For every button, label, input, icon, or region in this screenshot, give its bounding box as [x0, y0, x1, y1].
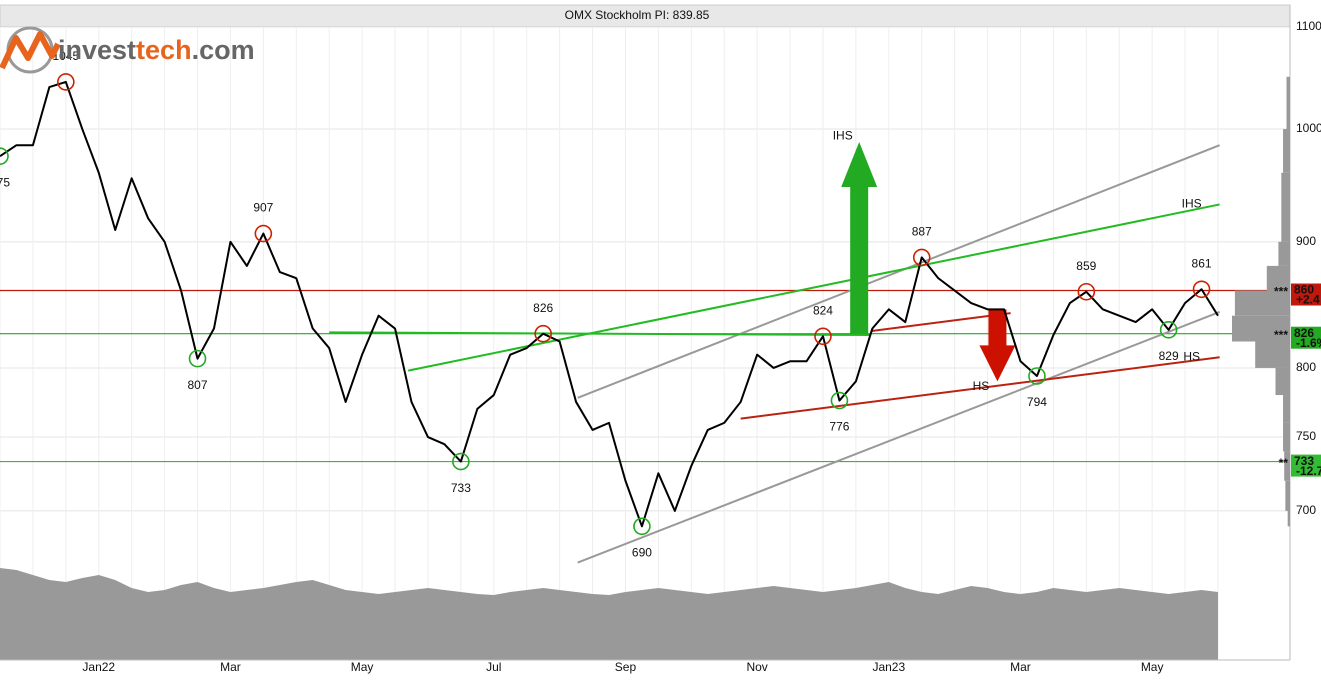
trendline — [407, 203, 1220, 372]
pattern-label: HS — [973, 379, 990, 393]
profile-bar — [1283, 422, 1290, 452]
logo-part: .com — [192, 35, 255, 65]
pattern-label: IHS — [833, 129, 853, 143]
level-change: +2.4 — [1296, 293, 1320, 307]
pivot-label: 1045 — [52, 49, 79, 63]
level-value: 733 — [1294, 454, 1314, 468]
level-stars: *** — [1274, 285, 1288, 299]
pivot-circle — [0, 147, 9, 165]
pivot-label: 861 — [1192, 256, 1212, 270]
profile-bar — [1255, 341, 1290, 368]
pivot-circle — [534, 324, 552, 343]
trendline — [870, 312, 1011, 333]
profile-bar — [1283, 395, 1290, 423]
profile-bar — [1283, 129, 1290, 173]
y-tick-label: 800 — [1296, 360, 1316, 374]
trendline — [329, 331, 871, 336]
profile-bar — [1285, 480, 1290, 511]
pivot-label: 824 — [813, 303, 833, 317]
x-tick-label: Mar — [220, 660, 241, 674]
pivot-label: 887 — [912, 225, 932, 239]
x-tick-label: Mar — [1010, 660, 1031, 674]
trendline — [577, 144, 1221, 399]
profile-bar — [1284, 451, 1290, 481]
logo-part: tech — [136, 35, 192, 65]
profile-bar — [1278, 241, 1290, 266]
volume-layer — [0, 568, 1218, 660]
pivot-label: 826 — [533, 301, 553, 315]
pivot-label: 807 — [187, 378, 207, 392]
profile-bar — [1286, 76, 1290, 130]
pivot-label: 975 — [0, 175, 10, 189]
x-tick-label: Nov — [746, 660, 767, 674]
profile-bar — [1234, 290, 1290, 316]
profile-bar — [1275, 367, 1290, 396]
x-tick-label: Jul — [486, 660, 501, 674]
y-tick-label: 900 — [1296, 234, 1316, 248]
arrow — [841, 141, 878, 334]
pivot-label: 907 — [253, 201, 273, 215]
level-value: 860 — [1294, 283, 1314, 297]
profile-bar — [1287, 510, 1290, 527]
pattern-label: IHS — [1182, 197, 1202, 211]
price-line — [0, 80, 1219, 528]
logo-part: invest — [58, 35, 136, 65]
pivot-circle — [452, 452, 470, 471]
trendline — [577, 310, 1221, 564]
y-tick-label: 1100 — [1296, 19, 1321, 33]
level-stars: ** — [1279, 456, 1289, 470]
pivot-circle — [633, 517, 651, 536]
y-tick-label: 700 — [1296, 503, 1316, 517]
pivot-label: 776 — [829, 420, 849, 434]
pivot-label: 829 — [1159, 349, 1179, 363]
x-tick-label: Jan23 — [872, 660, 905, 674]
pattern-label: HS — [1183, 349, 1200, 363]
arrow — [979, 309, 1016, 382]
level-stars: *** — [1274, 328, 1288, 342]
x-tick-label: May — [351, 660, 374, 674]
pivot-circle — [57, 73, 75, 91]
pivot-label: 733 — [451, 481, 471, 495]
level-value: 826 — [1294, 326, 1314, 340]
logo: investtech.com — [0, 26, 255, 74]
y-tick-label: 1000 — [1296, 121, 1321, 135]
pivot-circle — [254, 224, 273, 243]
logo-zigzag — [0, 31, 61, 70]
pivot-label: 794 — [1027, 395, 1047, 409]
pivot-circle — [912, 248, 931, 267]
level-box — [1291, 454, 1321, 477]
volume-area — [0, 568, 1218, 660]
profile-bar — [1266, 265, 1290, 291]
profile-bar — [1281, 172, 1290, 242]
pivot-label: 859 — [1076, 259, 1096, 273]
x-tick-label: Sep — [615, 660, 637, 674]
level-change: -1.6% — [1296, 336, 1321, 350]
profile-bar — [1232, 315, 1290, 342]
pivot-circle — [1192, 280, 1211, 299]
level-box — [1291, 326, 1321, 349]
pivot-circle — [1077, 282, 1096, 301]
pivot-circle — [188, 349, 207, 368]
pivot-label: 690 — [632, 545, 652, 559]
chart-title: OMX Stockholm PI: 839.85 — [565, 8, 710, 22]
grid — [0, 27, 1290, 660]
pivot-circle — [1159, 321, 1178, 339]
y-tick-label: 750 — [1296, 429, 1316, 443]
x-tick-label: May — [1141, 660, 1164, 674]
level-box — [1291, 283, 1321, 306]
trendline — [740, 356, 1220, 420]
level-change: -12.7 — [1296, 464, 1321, 478]
pivot-circle — [830, 391, 849, 410]
pivot-circle — [1028, 367, 1046, 385]
logo-text: investtech.com — [58, 35, 255, 65]
plot-layer: 1045 907 826 824 887 859 861 975 807 733 690 776 794… — [0, 49, 1290, 564]
x-tick-label: Jan22 — [82, 660, 115, 674]
pivot-circle — [814, 327, 832, 346]
